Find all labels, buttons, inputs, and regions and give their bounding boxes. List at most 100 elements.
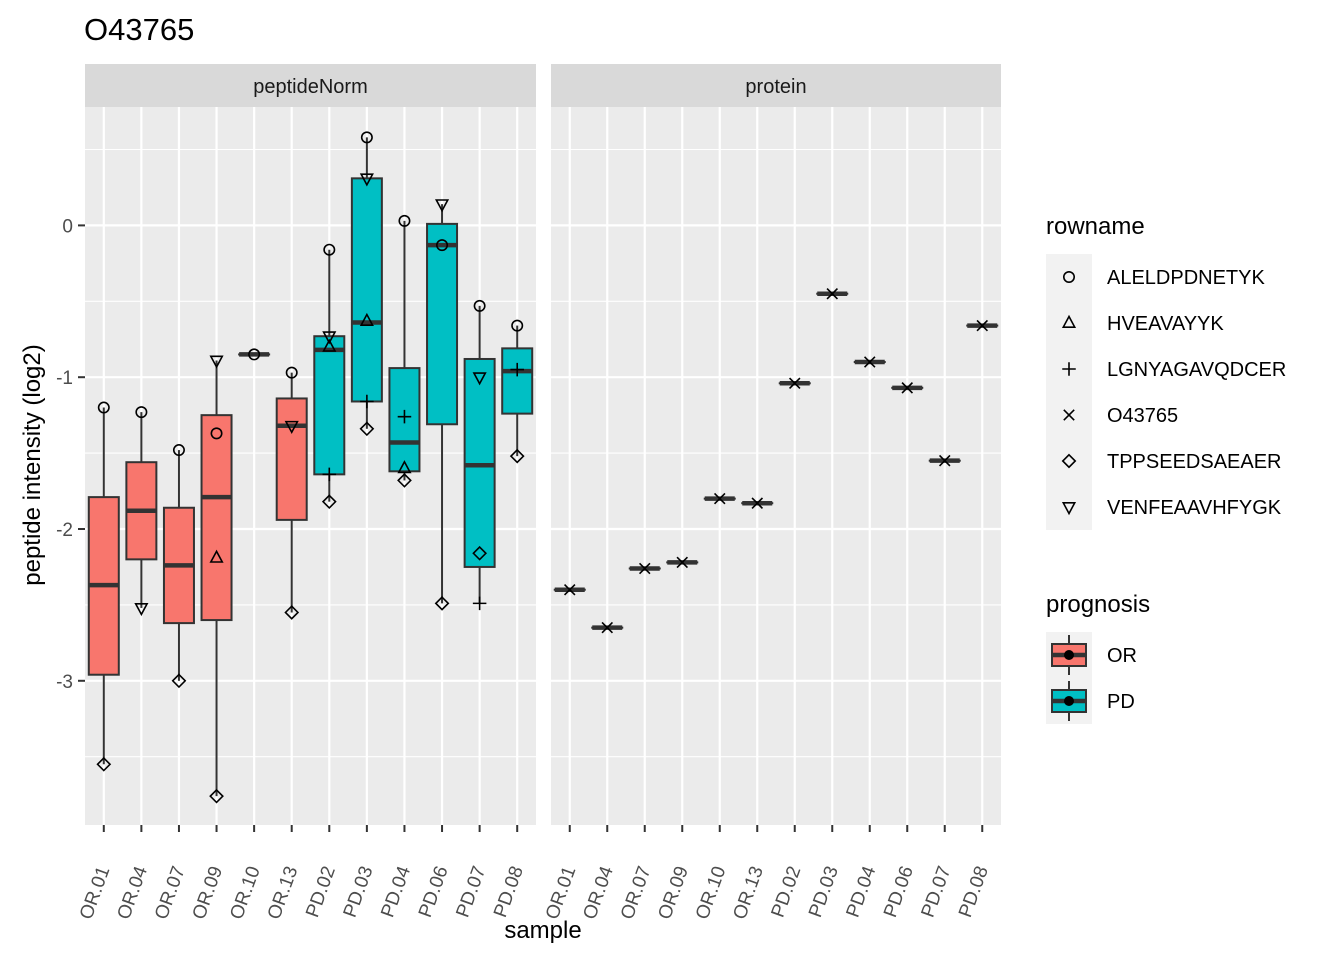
point-VENFEAAVHFYGK (209, 355, 224, 369)
point-LGNYAGAVQDCER (322, 467, 337, 482)
legend-entry: VENFEAAVHFYGK (1061, 497, 1282, 519)
point-ALELDPDNETYK (323, 243, 336, 256)
box-PD.07 (463, 305, 496, 604)
legend-title: prognosis (1046, 591, 1150, 618)
x-tick-label: PD.08 (955, 864, 993, 921)
point-O43765 (901, 382, 914, 394)
x-tick-label: OR.13 (729, 864, 768, 923)
legend-shape-O43765 (1063, 409, 1075, 421)
point-HVEAVAYYK (322, 338, 337, 352)
legend-shape-HVEAVAYYK (1061, 314, 1077, 328)
x-tick-label: OR.07 (617, 864, 656, 923)
x-tick-label: PD.03 (340, 864, 378, 921)
legend-label: VENFEAAVHFYGK (1107, 497, 1282, 519)
point-O43765 (638, 562, 651, 575)
x-tick-label: OR.10 (692, 864, 731, 923)
y-tick-label: -2 (56, 520, 73, 541)
point-TPPSEEDSAEAER (96, 756, 112, 772)
legend-dot (1064, 696, 1074, 706)
facet-strip (85, 64, 536, 107)
x-tick-label: OR.01 (542, 864, 581, 923)
x-tick-label: PD.06 (415, 864, 453, 921)
x-tick-label: PD.04 (843, 863, 881, 920)
point-ALELDPDNETYK (172, 444, 185, 457)
point-O43765 (601, 621, 614, 634)
box-body (350, 177, 383, 403)
point-O43765 (751, 497, 764, 509)
x-tick-label: OR.04 (114, 863, 153, 922)
x-tick-label: PD.07 (918, 864, 956, 921)
point-VENFEAAVHFYGK (322, 331, 337, 345)
point-ALELDPDNETYK (135, 406, 148, 419)
x-tick-label: OR.04 (579, 863, 618, 922)
box-PD.06 (426, 204, 459, 604)
legend-entry: HVEAVAYYK (1061, 313, 1224, 335)
x-axis-title: sample (504, 917, 581, 944)
x-tick-label: OR.09 (654, 864, 693, 923)
point-TPPSEEDSAEAER (509, 448, 525, 464)
x-tick-label: OR.07 (151, 864, 190, 923)
legend-entry: TPPSEEDSAEAER (1061, 451, 1282, 473)
facet-strip-label: protein (745, 76, 806, 98)
point-TPPSEEDSAEAER (434, 596, 450, 611)
point-ALELDPDNETYK (210, 427, 223, 440)
legend-entry: O43765 (1063, 405, 1178, 427)
x-tick-label: OR.10 (226, 864, 265, 923)
point-HVEAVAYYK (359, 312, 374, 326)
panel-background (551, 107, 1001, 825)
legends: rowname ALELDPDNETYK HVEAVAYYK LGNYAGAVQDCE… (1046, 213, 1286, 724)
point-VENFEAAVHFYGK (359, 173, 374, 187)
point-ALELDPDNETYK (285, 366, 298, 379)
box-OR.07 (162, 450, 195, 681)
point-LGNYAGAVQDCER (510, 362, 524, 377)
point-ALELDPDNETYK (436, 239, 449, 252)
legend-key-background (1046, 254, 1092, 530)
box-PD.03 (350, 137, 383, 429)
x-tick-label: PD.04 (377, 863, 415, 920)
point-VENFEAAVHFYGK (284, 420, 299, 434)
point-O43765 (863, 356, 876, 368)
box-OR.09 (200, 360, 233, 797)
legend-label: OR (1107, 645, 1137, 667)
point-O43765 (788, 377, 801, 390)
legend-dot (1064, 650, 1074, 660)
point-TPPSEEDSAEAER (321, 494, 337, 510)
point-ALELDPDNETYK (360, 131, 373, 144)
y-axis-title: peptide intensity (log2) (19, 344, 46, 585)
box-body (313, 335, 346, 476)
y-tick-label: -1 (56, 368, 73, 389)
legend-label: ALELDPDNETYK (1107, 267, 1265, 289)
facet-peptideNorm: peptideNorm OR.01 OR.04 OR.07 OR.09 OR.10 OR.1… (56, 64, 536, 922)
facet-strip (551, 64, 1001, 107)
y-tick-label: 0 (62, 216, 73, 237)
point-O43765 (713, 492, 726, 505)
box-OR.04 (125, 412, 158, 608)
point-O43765 (676, 556, 689, 569)
legend-label: TPPSEEDSAEAER (1107, 451, 1282, 473)
legend-entry: LGNYAGAVQDCER (1062, 359, 1286, 381)
point-TPPSEEDSAEAER (171, 673, 187, 689)
facet-strip-label: peptideNorm (253, 76, 368, 98)
legend-entry: OR (1046, 632, 1137, 678)
box-body (463, 357, 496, 568)
point-VENFEAAVHFYGK (134, 602, 149, 617)
x-tick-label: PD.07 (453, 864, 491, 921)
box-OR.13 (275, 372, 308, 613)
point-TPPSEEDSAEAER (359, 421, 375, 437)
point-HVEAVAYYK (209, 549, 224, 563)
point-ALELDPDNETYK (511, 319, 524, 332)
point-ALELDPDNETYK (97, 401, 110, 414)
box-body (501, 347, 534, 415)
y-tick-label: -3 (56, 672, 73, 693)
legend-label: HVEAVAYYK (1107, 313, 1224, 335)
point-TPPSEEDSAEAER (284, 605, 300, 620)
legend-entry: ALELDPDNETYK (1063, 267, 1265, 289)
box-body (388, 367, 421, 473)
point-LGNYAGAVQDCER (397, 409, 412, 424)
point-O43765 (563, 583, 576, 596)
point-ALELDPDNETYK (473, 299, 486, 312)
box-body (426, 222, 459, 426)
point-ALELDPDNETYK (398, 214, 411, 227)
